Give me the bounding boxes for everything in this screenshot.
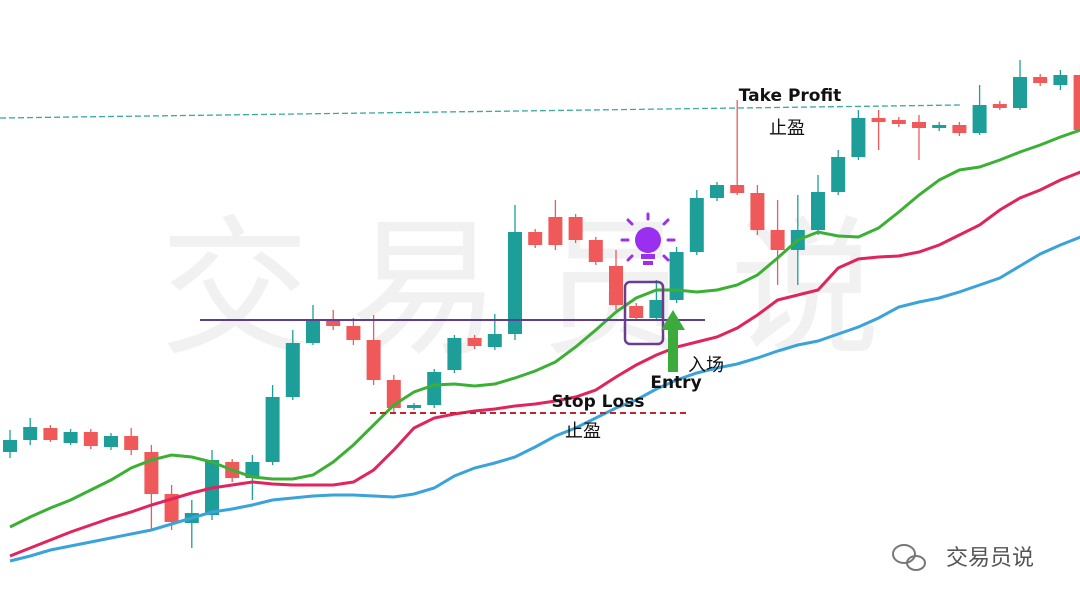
moving-average bbox=[9, 170, 1080, 558]
stop-loss-cn: 止盈 bbox=[565, 421, 601, 442]
candle-body bbox=[1073, 75, 1080, 130]
plot bbox=[0, 60, 1080, 563]
entry-label: Entry bbox=[650, 373, 701, 393]
candle-body bbox=[851, 118, 866, 157]
candle-body bbox=[548, 217, 563, 245]
candle-body bbox=[3, 440, 17, 452]
candle-body bbox=[104, 436, 118, 447]
candle-body bbox=[629, 306, 644, 318]
candle-body bbox=[669, 252, 684, 300]
candle-body bbox=[972, 105, 987, 133]
entry-arrow bbox=[661, 310, 685, 372]
candle-body bbox=[689, 198, 704, 252]
candle-body bbox=[730, 185, 745, 193]
candle-body bbox=[124, 436, 139, 450]
candle-body bbox=[649, 300, 664, 318]
candle-body bbox=[891, 120, 906, 124]
candle-body bbox=[43, 428, 58, 440]
entry-cn: 入场 bbox=[688, 355, 724, 376]
candle-body bbox=[265, 397, 280, 462]
candle-body bbox=[487, 334, 502, 347]
candle-body bbox=[63, 432, 78, 443]
take-profit-line bbox=[0, 104, 961, 119]
candle-body bbox=[447, 338, 462, 370]
moving-average bbox=[9, 235, 1080, 563]
candle-body bbox=[326, 320, 341, 326]
moving-average bbox=[9, 128, 1080, 529]
candle-body bbox=[750, 193, 765, 230]
candle-body bbox=[306, 320, 320, 343]
candle-body bbox=[508, 232, 522, 334]
candle-body bbox=[831, 157, 846, 192]
candle-body bbox=[912, 122, 926, 128]
candle-body bbox=[83, 432, 98, 446]
candle-body bbox=[1013, 77, 1027, 108]
take-profit-cn: 止盈 bbox=[769, 118, 805, 139]
logo-text: 交易员说 bbox=[946, 546, 1034, 571]
candle-body bbox=[770, 230, 785, 250]
candle-body bbox=[1053, 75, 1068, 85]
candle-body bbox=[346, 326, 361, 340]
candle-body bbox=[588, 240, 603, 262]
lightbulb bbox=[620, 212, 676, 265]
candle-body bbox=[407, 405, 421, 408]
candle-body bbox=[467, 338, 482, 346]
watermark: 交易员说 bbox=[160, 203, 920, 377]
highlight-box bbox=[623, 280, 665, 346]
candle-body bbox=[1033, 77, 1048, 83]
candle-body bbox=[427, 372, 442, 405]
candle-body bbox=[568, 217, 583, 240]
candle-body bbox=[871, 118, 886, 122]
candle-body bbox=[992, 104, 1007, 108]
candle-body bbox=[811, 192, 825, 230]
candle-body bbox=[23, 427, 38, 440]
candle-body bbox=[710, 185, 724, 198]
take-profit-label: Take Profit bbox=[739, 86, 841, 106]
candle-body bbox=[952, 125, 967, 133]
candle-body bbox=[609, 266, 623, 305]
candle-body bbox=[932, 125, 947, 128]
logo-icon bbox=[892, 544, 926, 571]
candle-body bbox=[285, 343, 300, 397]
candle-body bbox=[245, 462, 260, 478]
stop-loss-label: Stop Loss bbox=[552, 392, 645, 412]
candle-body bbox=[528, 232, 543, 245]
candle-body bbox=[366, 340, 381, 380]
